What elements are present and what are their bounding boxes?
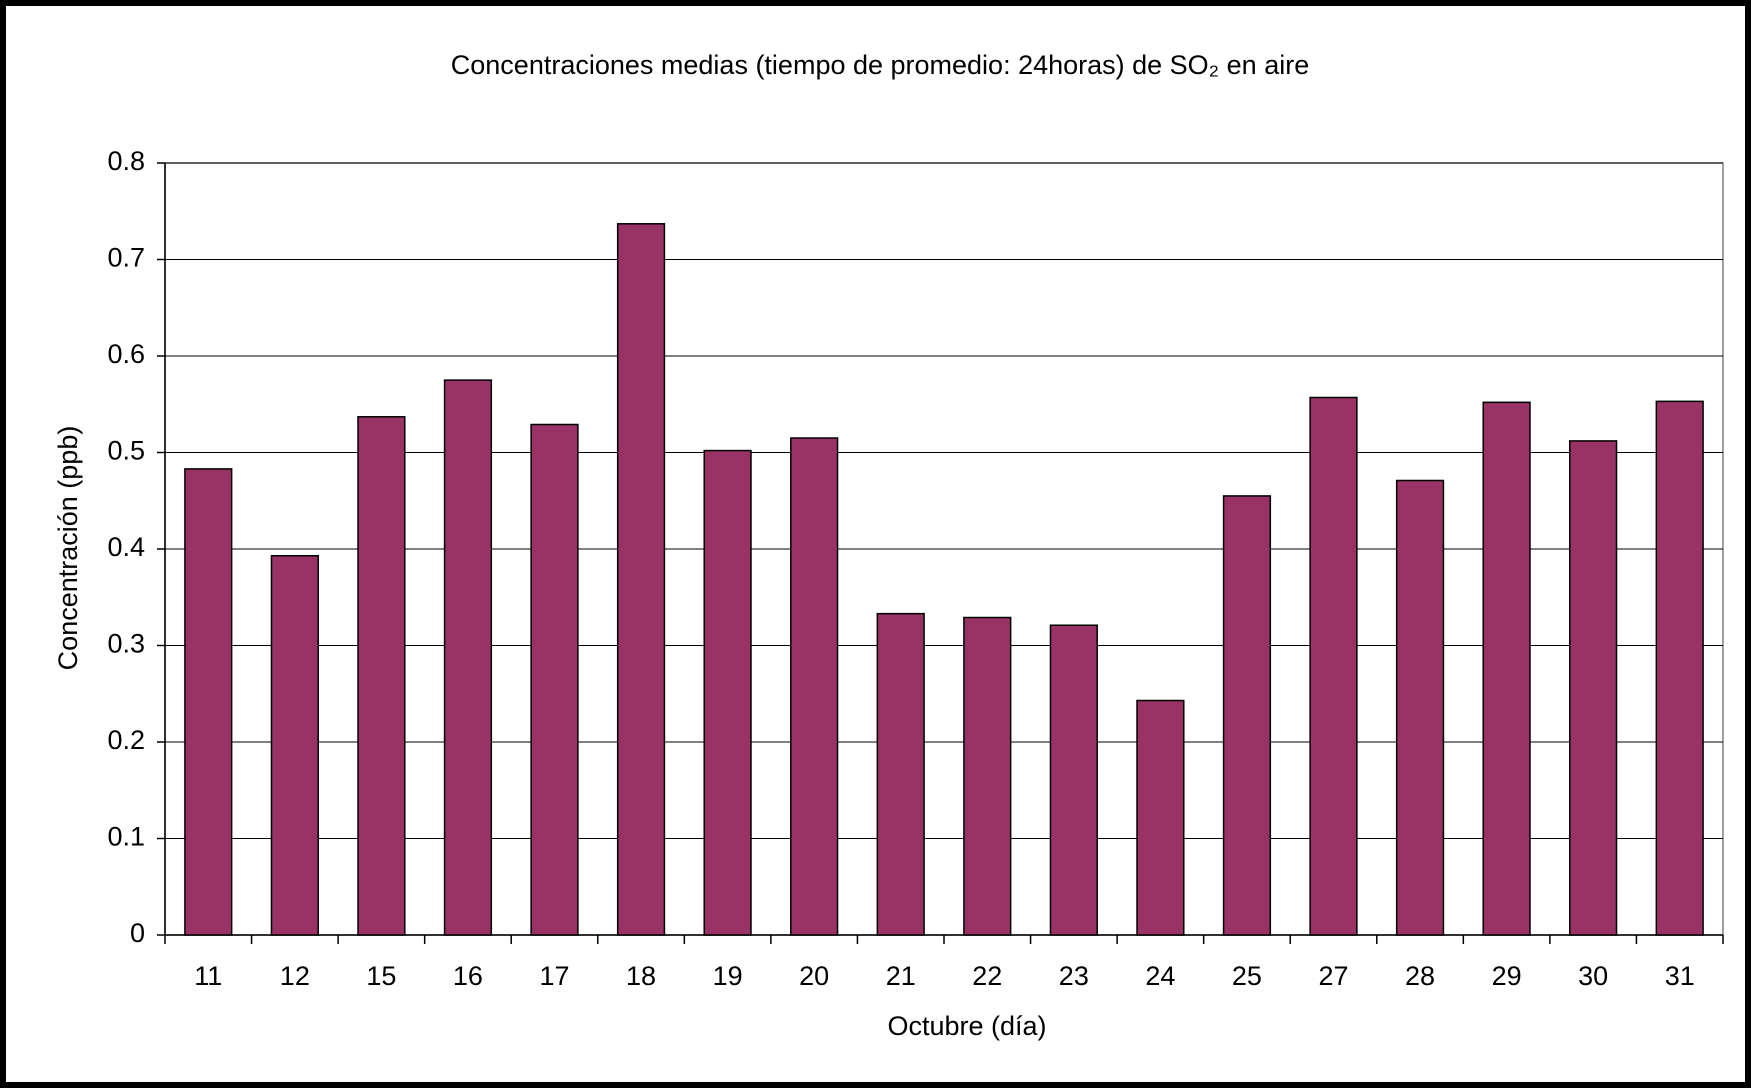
x-tick-label: 21	[886, 961, 916, 991]
bar	[1049, 624, 1098, 936]
x-tick-label: 31	[1665, 961, 1695, 991]
y-tick-label: 0.4	[107, 532, 145, 562]
x-tick-label: 18	[626, 961, 656, 991]
x-tick-label: 20	[799, 961, 829, 991]
y-tick-label: 0.7	[107, 243, 145, 273]
y-tick-label: 0.8	[107, 146, 145, 176]
bar	[357, 416, 406, 936]
x-tick-label: 22	[972, 961, 1002, 991]
bar	[1222, 495, 1272, 936]
y-tick-label: 0.3	[107, 629, 145, 659]
x-tick-label: 24	[1145, 961, 1175, 991]
bar	[1395, 479, 1445, 936]
bar	[876, 612, 925, 936]
bar	[1482, 401, 1531, 936]
y-tick-label: 0	[130, 918, 145, 948]
y-tick-label: 0.5	[107, 436, 145, 466]
x-tick-label: 29	[1492, 961, 1522, 991]
bar	[443, 379, 493, 936]
x-axis-label: Octubre (día)	[887, 1011, 1046, 1041]
chart-title: Concentraciones medias (tiempo de promed…	[451, 50, 1309, 80]
y-axis-label: Concentración (ppb)	[53, 426, 83, 671]
x-tick-label: 23	[1059, 961, 1089, 991]
bar	[1569, 440, 1618, 936]
bar	[184, 468, 233, 936]
bar	[616, 223, 666, 936]
bar	[1655, 400, 1704, 936]
y-tick-label: 0.2	[107, 725, 145, 755]
x-tick-label: 12	[280, 961, 310, 991]
x-tick-label: 15	[366, 961, 396, 991]
bar	[1309, 396, 1358, 936]
bar	[1136, 699, 1185, 936]
x-tick-label: 30	[1578, 961, 1608, 991]
x-tick-label: 25	[1232, 961, 1262, 991]
bar	[790, 437, 839, 936]
y-tick-label: 0.1	[107, 822, 145, 852]
x-tick-label: 17	[539, 961, 569, 991]
y-tick-label: 0.6	[107, 339, 145, 369]
bar	[703, 449, 752, 936]
x-tick-label: 28	[1405, 961, 1435, 991]
x-tick-label: 27	[1318, 961, 1348, 991]
x-tick-label: 11	[194, 961, 222, 991]
bar	[270, 555, 319, 936]
x-tick-label: 19	[713, 961, 743, 991]
bar	[963, 616, 1012, 936]
x-tick-label: 16	[453, 961, 483, 991]
bar	[530, 423, 579, 936]
